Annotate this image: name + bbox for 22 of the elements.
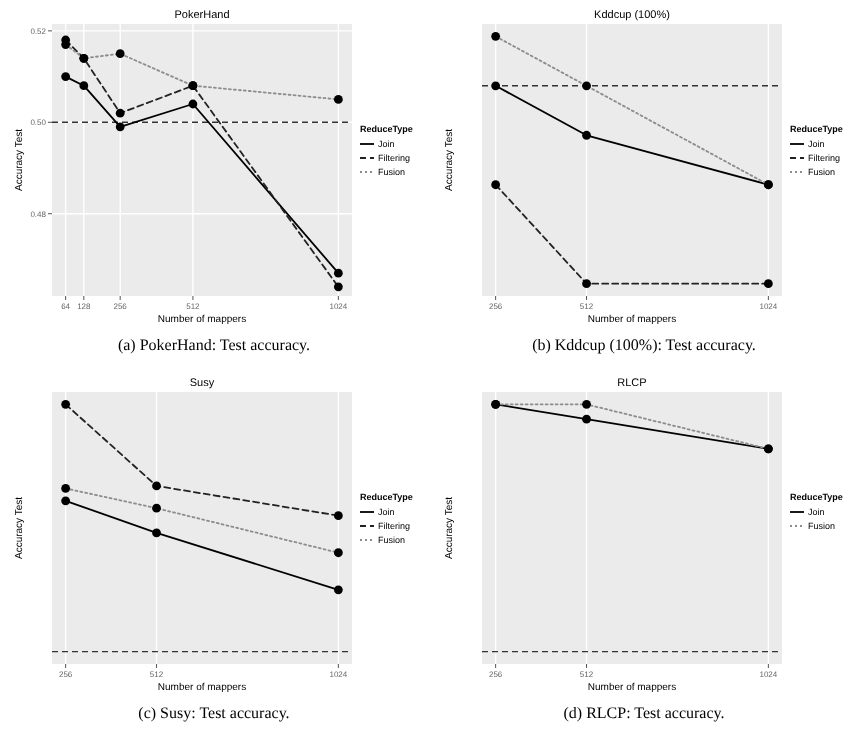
point — [115, 108, 125, 118]
point — [61, 399, 71, 409]
point — [152, 528, 161, 538]
point — [61, 496, 71, 506]
point — [763, 279, 773, 289]
text: (a) PokerHand: Test accuracy. — [117, 336, 311, 354]
point — [333, 585, 343, 595]
text: (c) Susy: Test accuracy. — [138, 704, 290, 722]
point — [152, 481, 161, 491]
point — [333, 282, 343, 292]
point — [61, 72, 71, 81]
point — [582, 279, 591, 289]
text: (d) RLCP: Test accuracy. — [563, 704, 725, 722]
point — [333, 511, 343, 521]
point — [79, 81, 89, 91]
point — [491, 81, 501, 91]
point — [115, 122, 125, 132]
point — [188, 99, 198, 109]
text: (b) Kddcup (100%): Test accuracy. — [532, 336, 756, 354]
point — [582, 130, 591, 140]
point — [491, 180, 501, 190]
point — [333, 268, 343, 278]
